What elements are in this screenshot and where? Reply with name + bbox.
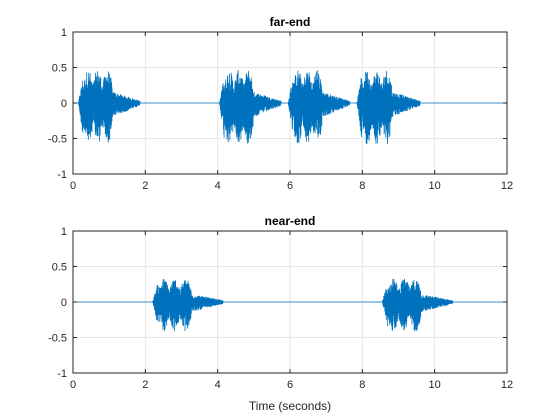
far-end-y-tick-label: -1: [57, 169, 67, 181]
far-end-y-tick-label: 0: [61, 98, 67, 110]
near-end-y-tick-label: 0: [61, 297, 67, 309]
far-end-y-tick-label: 0.5: [52, 63, 67, 75]
near-end-waveform: [73, 278, 507, 332]
far-end-y-tick-label: -0.5: [48, 134, 67, 146]
near-end-x-tick-label: 10: [429, 379, 441, 391]
far-end-tick-marks: [72, 31, 508, 175]
far-end-x-tick-label: 12: [501, 180, 513, 192]
near-end-tick-marks: [72, 230, 508, 374]
far-end-y-tick-labels: 1 0.5 0 -0.5 -1: [48, 27, 67, 181]
near-end-y-tick-label: -1: [57, 368, 67, 380]
near-end-x-tick-label: 6: [287, 379, 293, 391]
near-end-x-tick-label: 2: [142, 379, 148, 391]
near-end-series-line: [73, 278, 507, 332]
near-end-x-axis-label: Time (seconds): [249, 399, 331, 413]
near-end-y-tick-label: 0.5: [52, 262, 67, 274]
far-end-x-tick-label: 4: [215, 180, 221, 192]
far-end-x-tick-labels: 0 2 4 6 8 10 12: [70, 180, 513, 192]
far-end-x-tick-label: 6: [287, 180, 293, 192]
far-end-x-tick-label: 8: [359, 180, 365, 192]
far-end-series-line: [73, 69, 507, 145]
near-end-y-tick-label: 1: [61, 226, 67, 238]
near-end-title: near-end: [265, 214, 316, 228]
far-end-plot: 0 2 4 6 8 10 12 1 0.5 0 -0.5 -1 far-end: [48, 15, 513, 192]
near-end-x-tick-labels: 0 2 4 6 8 10 12: [70, 379, 513, 391]
far-end-title: far-end: [270, 15, 311, 29]
near-end-x-tick-label: 0: [70, 379, 76, 391]
near-end-y-tick-labels: 1 0.5 0 -0.5 -1: [48, 226, 67, 380]
near-end-x-tick-label: 4: [215, 379, 221, 391]
far-end-waveform: [73, 69, 507, 145]
near-end-plot: 0 2 4 6 8 10 12 1 0.5 0 -0.5 -1 near-end Time (sec…: [48, 214, 513, 413]
far-end-x-tick-label: 2: [142, 180, 148, 192]
far-end-x-tick-label: 10: [429, 180, 441, 192]
near-end-y-tick-label: -0.5: [48, 333, 67, 345]
far-end-x-tick-label: 0: [70, 180, 76, 192]
far-end-y-tick-label: 1: [61, 27, 67, 39]
near-end-x-tick-label: 12: [501, 379, 513, 391]
near-end-x-tick-label: 8: [359, 379, 365, 391]
